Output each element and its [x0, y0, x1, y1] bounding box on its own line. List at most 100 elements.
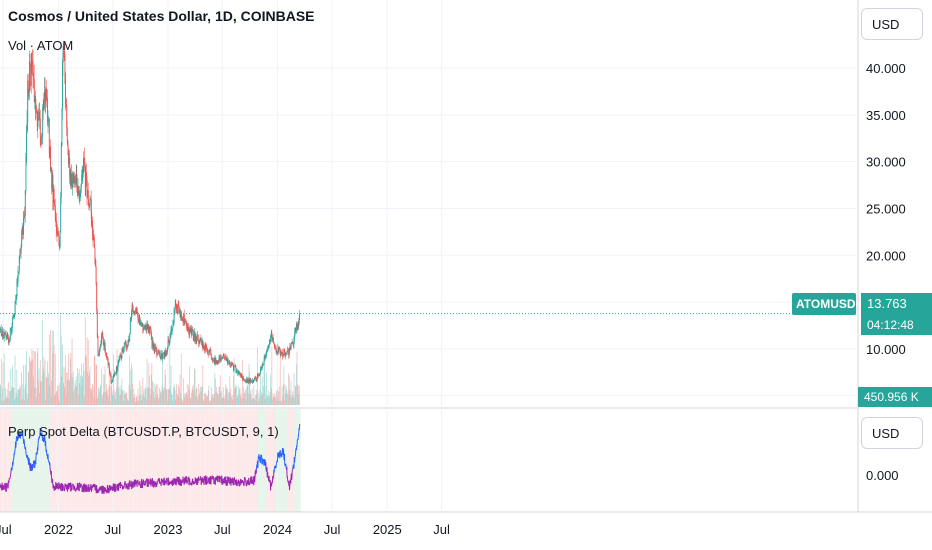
delta-bg-strip: [67, 409, 69, 512]
delta-bg-strip: [68, 409, 70, 512]
volume-bar: [164, 369, 166, 405]
volume-bar: [188, 390, 190, 405]
candle: [171, 324, 173, 334]
candle: [177, 300, 179, 308]
volume-bar: [251, 399, 252, 405]
volume-bar: [281, 386, 283, 405]
candle: [45, 79, 47, 108]
delta-bg-strip: [3, 409, 5, 512]
volume-bar: [90, 388, 92, 405]
candle: [65, 71, 66, 111]
delta-bg-strip: [250, 409, 252, 512]
candle: [290, 342, 292, 351]
volume-bar: [8, 382, 9, 405]
volume-bar: [239, 388, 241, 405]
candle: [106, 352, 108, 361]
candle: [236, 369, 237, 374]
volume-bar: [93, 396, 94, 405]
volume-bar: [149, 375, 150, 405]
candle: [260, 366, 261, 375]
volume-bar: [108, 362, 110, 405]
delta-bg-strip: [75, 409, 77, 512]
delta-bg-strip: [154, 409, 156, 512]
delta-bg-strip: [128, 409, 130, 512]
candle: [119, 353, 121, 361]
candle: [1, 333, 3, 337]
volume-bar: [238, 393, 240, 405]
delta-bg-strip: [102, 409, 104, 512]
candle: [114, 370, 116, 378]
delta-bg-strip: [252, 409, 253, 512]
delta-bg-strip: [119, 409, 121, 512]
candle: [77, 178, 79, 200]
candle: [186, 320, 188, 331]
volume-bar: [105, 384, 107, 405]
delta-bg-strip: [65, 409, 67, 512]
delta-bg-strip: [253, 409, 255, 512]
delta-bg-strip: [121, 409, 123, 512]
candle: [177, 303, 179, 315]
volume-bar: [236, 387, 237, 405]
volume-bar: [150, 394, 151, 405]
volume-bar: [26, 393, 28, 405]
candle: [212, 357, 214, 363]
candle: [9, 327, 11, 342]
delta-bg-strip: [96, 409, 98, 512]
candle: [269, 339, 271, 342]
volume-bar: [112, 391, 114, 405]
volume-bar: [33, 351, 35, 405]
volume-bar: [93, 355, 95, 405]
delta-bg-strip: [48, 409, 50, 512]
candle: [41, 134, 43, 145]
candle: [80, 183, 82, 194]
candle: [252, 378, 254, 385]
candle: [262, 363, 264, 367]
volume-bar: [183, 378, 184, 405]
candle: [119, 355, 120, 363]
time-tick-label: 2024: [263, 522, 292, 537]
delta-bg-strip: [176, 409, 178, 512]
delta-bg-strip: [11, 409, 13, 512]
volume-bar: [171, 394, 173, 405]
candle: [173, 306, 175, 326]
candle: [107, 355, 108, 361]
candle: [205, 341, 207, 350]
delta-bg-strip: [152, 409, 154, 512]
candle: [74, 175, 76, 185]
candle: [36, 105, 38, 114]
volume-bar: [0, 385, 1, 405]
candle: [149, 325, 150, 336]
candle: [93, 229, 95, 242]
volume-bar: [96, 398, 98, 405]
delta-bg-strip: [282, 409, 284, 512]
candle: [45, 86, 47, 114]
delta-bg-strip: [171, 409, 172, 512]
candle: [182, 316, 184, 326]
candle: [191, 325, 192, 338]
delta-bg-strip: [45, 409, 47, 512]
volume-bar: [43, 357, 45, 405]
candle: [295, 327, 297, 333]
candle: [66, 97, 68, 137]
delta-bg-strip: [40, 409, 42, 512]
candle: [218, 354, 220, 365]
indicator-currency-button[interactable]: USD: [861, 417, 923, 449]
candle: [217, 360, 219, 365]
delta-bg-strip: [288, 409, 289, 512]
price-currency-button[interactable]: USD: [861, 8, 923, 40]
volume-bar: [137, 399, 138, 405]
candle: [207, 348, 209, 355]
candle: [9, 336, 11, 343]
candle: [97, 333, 99, 357]
delta-bg-strip: [172, 409, 174, 512]
volume-bar: [139, 380, 141, 405]
candle: [264, 352, 266, 361]
delta-bg-strip: [23, 409, 25, 512]
candle: [62, 58, 63, 121]
candle: [255, 376, 257, 383]
volume-bar: [204, 393, 205, 405]
delta-bg-strip: [254, 409, 256, 512]
delta-bg-strip: [183, 409, 185, 512]
volume-bar: [264, 398, 266, 405]
